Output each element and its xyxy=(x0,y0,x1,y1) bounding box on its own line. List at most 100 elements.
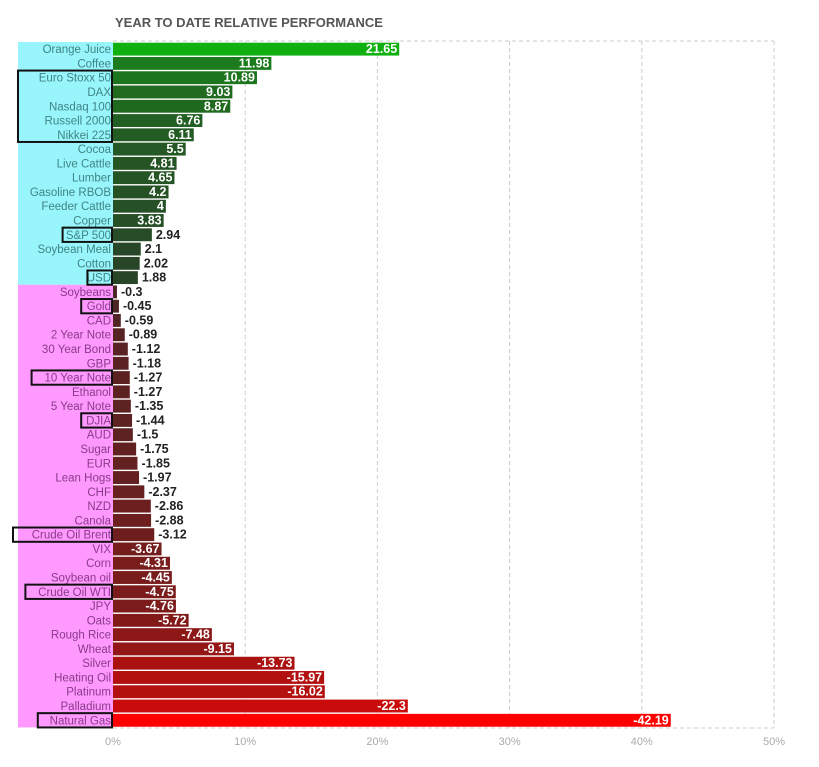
category-label: EUR xyxy=(87,458,111,470)
value-label: -3.67 xyxy=(131,542,160,556)
value-label: -0.3 xyxy=(121,285,143,299)
value-label: -4.45 xyxy=(141,571,170,585)
bar xyxy=(113,685,325,699)
category-label: Silver xyxy=(82,658,111,670)
value-label: -4.76 xyxy=(145,599,174,613)
value-label: -9.15 xyxy=(203,642,232,656)
bar xyxy=(113,542,162,556)
chart-title: YEAR TO DATE RELATIVE PERFORMANCE xyxy=(115,15,383,30)
highlight-box xyxy=(86,269,114,286)
bar xyxy=(113,485,145,499)
category-label: Oats xyxy=(87,615,112,627)
positive-label-background xyxy=(18,42,113,285)
bar xyxy=(113,171,175,185)
bar xyxy=(113,499,151,513)
bar xyxy=(113,214,164,227)
category-label: Corn xyxy=(86,558,111,570)
bar xyxy=(113,42,400,56)
category-label: Cotton xyxy=(77,258,111,270)
bar xyxy=(113,599,176,613)
bar xyxy=(113,642,234,656)
category-label: Gold xyxy=(87,301,111,313)
category-label: 10 Year Note xyxy=(44,373,111,385)
value-label: 10.89 xyxy=(224,71,255,85)
category-label: NZD xyxy=(87,501,111,513)
bar xyxy=(113,314,121,327)
bar xyxy=(113,328,125,342)
bar xyxy=(113,513,152,527)
bar xyxy=(113,185,169,199)
category-label: Lumber xyxy=(72,173,111,185)
bar xyxy=(113,413,133,427)
category-label: CAD xyxy=(87,315,111,327)
category-label: Live Cattle xyxy=(57,158,111,170)
bar xyxy=(113,613,189,627)
value-label: -1.85 xyxy=(141,456,170,470)
value-label: -0.89 xyxy=(129,328,158,342)
category-label: Orange Juice xyxy=(43,44,111,56)
bar xyxy=(113,342,128,356)
bar xyxy=(113,299,119,313)
category-label: Soybean Meal xyxy=(37,244,111,256)
value-label: -4.75 xyxy=(145,585,174,599)
value-label: 6.76 xyxy=(176,114,200,128)
bar xyxy=(113,156,177,170)
bar xyxy=(113,699,408,713)
category-label: USD xyxy=(87,273,111,285)
value-label: -22.3 xyxy=(377,699,406,713)
bar xyxy=(113,142,186,156)
bar xyxy=(113,428,133,442)
bar xyxy=(113,99,231,113)
value-label: 9.03 xyxy=(206,85,230,99)
category-label: Heating Oil xyxy=(54,672,111,684)
value-label: -2.37 xyxy=(148,485,177,499)
category-label: Ethanol xyxy=(72,387,111,399)
bar xyxy=(113,571,172,584)
category-label: S&P 500 xyxy=(66,230,111,242)
value-label: -1.5 xyxy=(137,428,159,442)
category-label: GBP xyxy=(87,358,112,370)
value-label: -13.73 xyxy=(257,656,292,670)
value-label: -1.27 xyxy=(134,385,163,399)
highlight-box xyxy=(80,298,113,315)
x-tick-label: 50% xyxy=(763,736,785,748)
bar xyxy=(113,385,130,399)
value-label: -0.59 xyxy=(125,313,154,327)
category-label: 2 Year Note xyxy=(51,330,111,342)
value-label: -1.35 xyxy=(135,399,164,413)
value-label: -3.12 xyxy=(158,528,187,542)
bar xyxy=(113,456,138,470)
bar xyxy=(113,528,155,542)
category-label: Soybeans xyxy=(60,287,111,299)
highlight-box xyxy=(30,369,114,386)
bar xyxy=(113,228,152,242)
value-label: -1.44 xyxy=(136,413,165,427)
highlight-box xyxy=(80,412,113,429)
value-label: 1.88 xyxy=(142,271,166,285)
category-label: Nikkei 225 xyxy=(57,130,111,142)
category-label: Rough Rice xyxy=(51,630,111,642)
bar xyxy=(113,442,137,456)
category-label: Copper xyxy=(73,216,111,228)
bar xyxy=(113,628,212,642)
bar xyxy=(113,671,325,684)
category-label: Nasdaq 100 xyxy=(49,101,111,113)
highlight-box xyxy=(61,226,113,243)
x-tick-label: 40% xyxy=(631,736,653,748)
value-label: -1.75 xyxy=(140,442,169,456)
value-label: -4.31 xyxy=(139,556,168,570)
category-label: Cocoa xyxy=(78,144,112,156)
x-tick-label: 30% xyxy=(499,736,521,748)
highlight-box xyxy=(36,712,113,729)
value-label: -1.97 xyxy=(143,471,172,485)
value-label: -1.27 xyxy=(134,371,163,385)
category-label: Russell 2000 xyxy=(45,116,111,128)
bar xyxy=(113,71,257,85)
value-label: -15.97 xyxy=(287,670,322,684)
bar xyxy=(113,56,272,70)
value-label: -42.19 xyxy=(633,713,668,727)
bar xyxy=(113,114,203,127)
category-label: DJIA xyxy=(86,415,111,427)
category-label: VIX xyxy=(92,544,111,556)
